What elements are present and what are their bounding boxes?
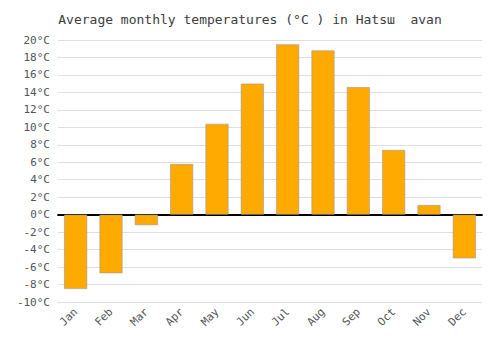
svg-text:-10°C: -10°C (17, 296, 50, 309)
svg-text:-8°C: -8°C (24, 278, 51, 291)
svg-text:14°C: 14°C (24, 86, 51, 99)
svg-text:12°C: 12°C (24, 103, 51, 116)
svg-text:Aug: Aug (304, 305, 327, 328)
svg-text:18°C: 18°C (24, 51, 51, 64)
svg-text:10°C: 10°C (24, 121, 51, 134)
svg-text:-4°C: -4°C (24, 243, 51, 256)
svg-text:-6°C: -6°C (24, 261, 51, 274)
svg-text:20°C: 20°C (24, 34, 51, 47)
svg-text:6°C: 6°C (30, 156, 50, 169)
svg-text:2°C: 2°C (30, 191, 50, 204)
svg-text:Mar: Mar (128, 305, 151, 328)
svg-text:Apr: Apr (163, 305, 186, 328)
svg-text:Dec: Dec (446, 305, 469, 328)
svg-text:4°C: 4°C (30, 173, 50, 186)
svg-text:-2°C: -2°C (24, 226, 51, 239)
svg-text:Nov: Nov (410, 305, 433, 328)
svg-text:May: May (198, 305, 221, 328)
svg-text:8°C: 8°C (30, 138, 50, 151)
svg-text:Jan: Jan (57, 305, 80, 328)
svg-text:0°C: 0°C (30, 208, 50, 221)
svg-text:Sep: Sep (340, 305, 363, 328)
svg-text:Average monthly temperatures (: Average monthly temperatures (°C ) in Ha… (58, 12, 442, 27)
svg-text:Jun: Jun (234, 305, 257, 328)
svg-text:Jul: Jul (269, 305, 292, 328)
svg-text:Oct: Oct (375, 305, 398, 328)
svg-text:16°C: 16°C (24, 68, 51, 81)
svg-text:Feb: Feb (92, 305, 115, 328)
